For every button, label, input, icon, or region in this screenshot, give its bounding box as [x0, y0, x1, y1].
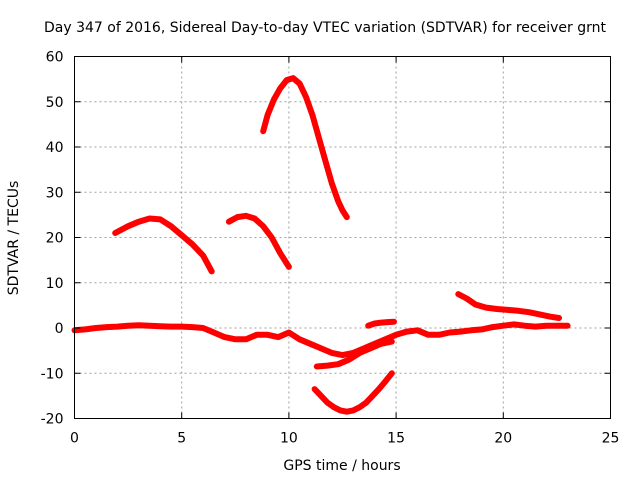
y-tick-label: 0 — [55, 321, 64, 337]
series-baseline — [71, 321, 571, 359]
series-arc-11-14 — [313, 338, 395, 370]
x-axis-label: GPS time / hours — [283, 458, 400, 474]
y-tick-label: 60 — [46, 50, 64, 66]
series-dip-arc — [311, 370, 395, 415]
y-axis-label: SDTVAR / TECUs — [6, 181, 22, 296]
y-tick-label: 30 — [46, 185, 64, 201]
data-series — [71, 75, 571, 415]
x-tick-label: 25 — [602, 431, 620, 447]
y-tick-label: -20 — [41, 412, 64, 428]
series-segment-14-15 — [365, 318, 397, 329]
x-tick-label: 10 — [280, 431, 298, 447]
y-tick-label: 50 — [46, 95, 64, 111]
series-peak-arc — [260, 75, 350, 221]
y-tick-label: -10 — [41, 366, 64, 382]
x-tick-label: 15 — [387, 431, 405, 447]
y-tick-label: 40 — [46, 140, 64, 156]
axis-ticks: 0 5 10 15 20 25 -20 -10 0 10 20 30 40 50 60 — [41, 50, 620, 447]
series-arc-2-6 — [112, 215, 215, 275]
chart-title: Day 347 of 2016, Sidereal Day-to-day VTE… — [44, 20, 606, 36]
x-tick-label: 20 — [494, 431, 512, 447]
series-arc-7-10 — [225, 212, 292, 270]
x-tick-label: 0 — [70, 431, 79, 447]
y-tick-label: 20 — [46, 231, 64, 247]
y-tick-label: 10 — [46, 276, 64, 292]
series-arc-18-22 — [455, 291, 562, 321]
x-tick-label: 5 — [177, 431, 186, 447]
